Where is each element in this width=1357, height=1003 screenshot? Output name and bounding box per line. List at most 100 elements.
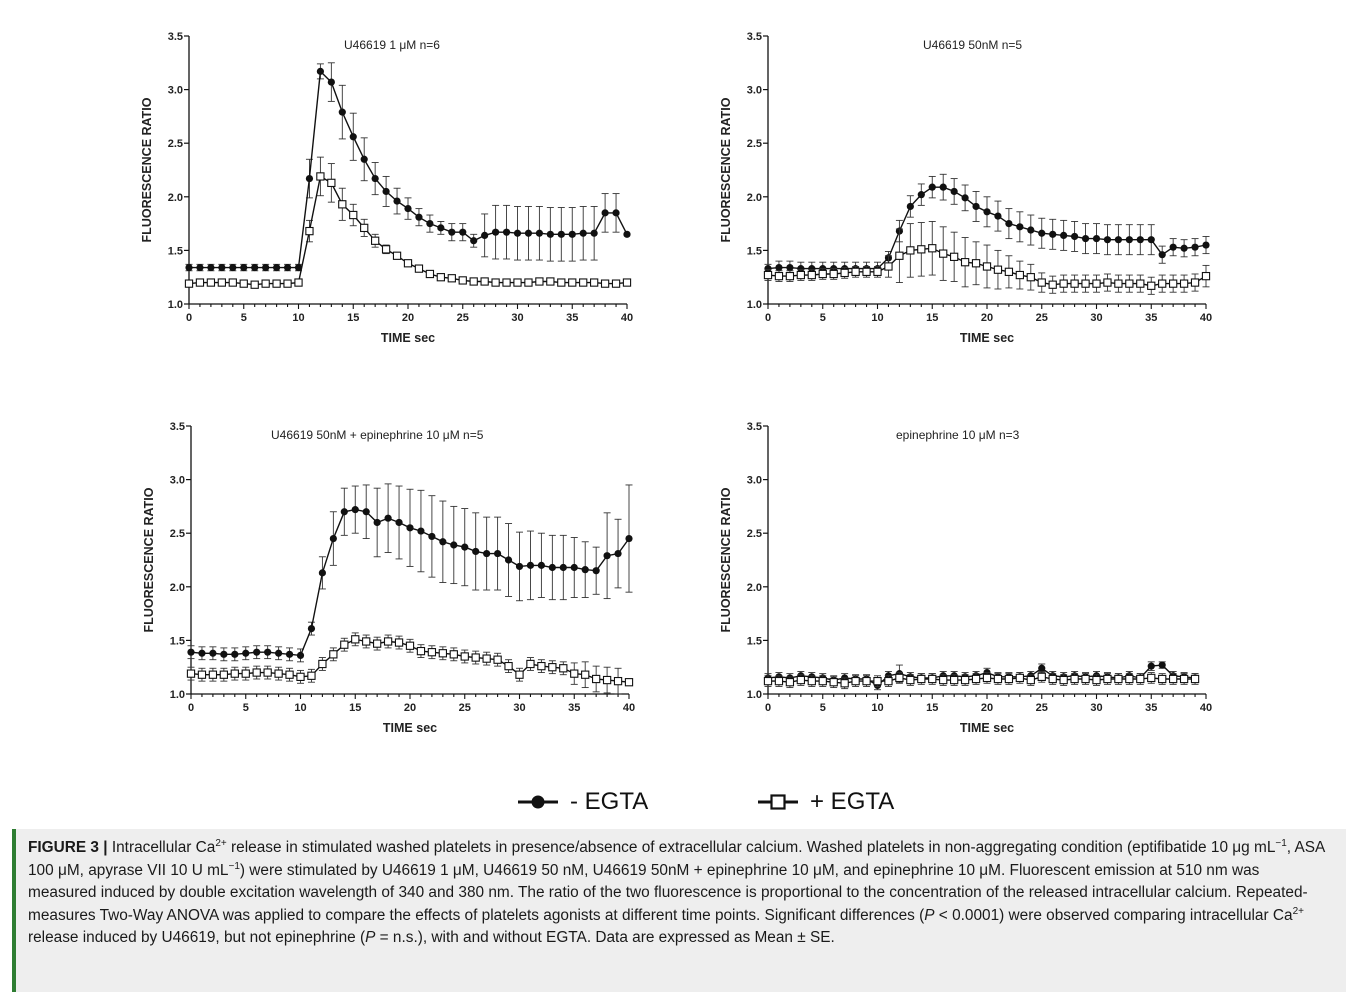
caption-text-1: Intracellular Ca: [107, 839, 216, 856]
data-point: [601, 209, 609, 217]
data-point: [305, 226, 314, 236]
data-point: [327, 178, 336, 188]
data-point: [961, 194, 969, 202]
data-point: [971, 674, 981, 684]
y-tick-label: 1.5: [747, 245, 762, 257]
data-point: [469, 277, 478, 286]
data-point: [472, 547, 480, 556]
y-tick-label: 3.5: [747, 421, 762, 433]
data-point: [581, 670, 590, 679]
y-tick-label: 1.0: [747, 689, 762, 701]
data-point: [614, 549, 622, 558]
caption-text-5: < 0.0001) were observed comparing intrac…: [934, 906, 1293, 924]
x-tick-label: 40: [1200, 702, 1212, 714]
data-point: [241, 669, 250, 678]
data-point: [535, 229, 543, 237]
data-point: [1037, 278, 1046, 287]
data-point: [218, 263, 226, 272]
data-point: [294, 263, 303, 272]
data-point: [458, 276, 467, 285]
data-point: [1037, 672, 1046, 681]
data-point: [329, 534, 337, 543]
data-point: [797, 265, 805, 273]
data-point: [537, 661, 546, 671]
data-point: [261, 279, 270, 288]
data-point: [449, 650, 458, 659]
x-tick-label: 30: [1090, 312, 1102, 324]
x-tick-label: 20: [981, 702, 993, 714]
x-tick-label: 20: [404, 702, 416, 714]
data-point: [592, 567, 600, 575]
data-point: [1191, 243, 1199, 251]
data-point: [1038, 664, 1046, 672]
data-point: [807, 676, 816, 686]
data-point: [581, 566, 589, 574]
data-point: [373, 518, 381, 527]
x-tick-label: 35: [1145, 702, 1157, 714]
data-point: [351, 506, 359, 514]
data-point: [450, 541, 458, 549]
chart-2: 1.0 1.5 2.0 2.5 3.0 3.5 0 5 10 15 20 25 30 35 40 TIME s…: [719, 31, 1212, 345]
x-tick-label: 0: [765, 312, 771, 324]
data-point: [917, 245, 926, 254]
x-axis-label: TIME sec: [381, 331, 435, 345]
data-point: [1081, 235, 1090, 243]
y-tick-label: 2.5: [747, 138, 762, 150]
data-point: [515, 562, 524, 571]
data-point: [219, 670, 228, 679]
data-point: [548, 663, 557, 672]
data-point: [624, 678, 634, 687]
y-tick-label: 3.0: [170, 475, 185, 487]
data-point: [570, 563, 578, 572]
data-point: [1201, 271, 1211, 281]
data-point: [459, 228, 467, 236]
data-point: [589, 278, 599, 287]
data-point: [395, 518, 403, 527]
data-point: [349, 133, 357, 141]
data-point: [774, 676, 784, 686]
data-point: [1136, 236, 1144, 244]
x-tick-label: 5: [820, 702, 826, 714]
data-point: [1092, 675, 1101, 685]
data-point: [283, 279, 292, 288]
data-point: [764, 265, 772, 273]
x-tick-label: 0: [188, 702, 194, 714]
data-point: [603, 552, 611, 560]
data-point: [840, 679, 849, 688]
data-point: [873, 676, 882, 686]
chart-title: epinephrine 10 μM n=3: [896, 428, 1020, 442]
data-point: [818, 676, 827, 686]
figure-caption: FIGURE 3 | Intracellular Ca2+ release in…: [28, 837, 1332, 950]
data-point: [1059, 279, 1068, 288]
data-point: [209, 649, 217, 657]
open-square-marker-icon: [758, 794, 798, 810]
data-point: [949, 675, 959, 685]
data-point: [851, 676, 860, 686]
legend-item-minus-egta: - EGTA: [516, 788, 648, 816]
data-point: [425, 269, 435, 279]
x-tick-label: 5: [243, 702, 249, 714]
data-point: [611, 279, 621, 288]
data-point: [502, 228, 511, 236]
data-point: [1114, 279, 1123, 288]
data-point: [405, 641, 415, 650]
data-point: [383, 637, 393, 646]
data-point: [1147, 662, 1155, 670]
data-point: [1179, 279, 1189, 288]
data-point: [1103, 278, 1112, 287]
y-tick-label: 1.0: [168, 299, 183, 311]
data-point: [1026, 273, 1035, 282]
data-point: [939, 675, 948, 685]
data-point: [198, 649, 206, 657]
data-point: [568, 278, 577, 287]
chart-title: U46619 50nM + epinephrine 10 μM n=5: [271, 428, 484, 442]
data-point: [602, 675, 612, 685]
x-tick-label: 0: [765, 702, 771, 714]
chart-1: 1.0 1.5 2.0 2.5 3.0 3.5 0 5 10 15 20 25 30 35 40 TIME s…: [140, 31, 633, 345]
data-point: [229, 263, 237, 272]
data-point: [1125, 674, 1134, 684]
data-point: [763, 676, 773, 686]
data-point: [187, 648, 195, 656]
legend-item-plus-egta: + EGTA: [756, 788, 894, 816]
data-point: [329, 650, 338, 659]
